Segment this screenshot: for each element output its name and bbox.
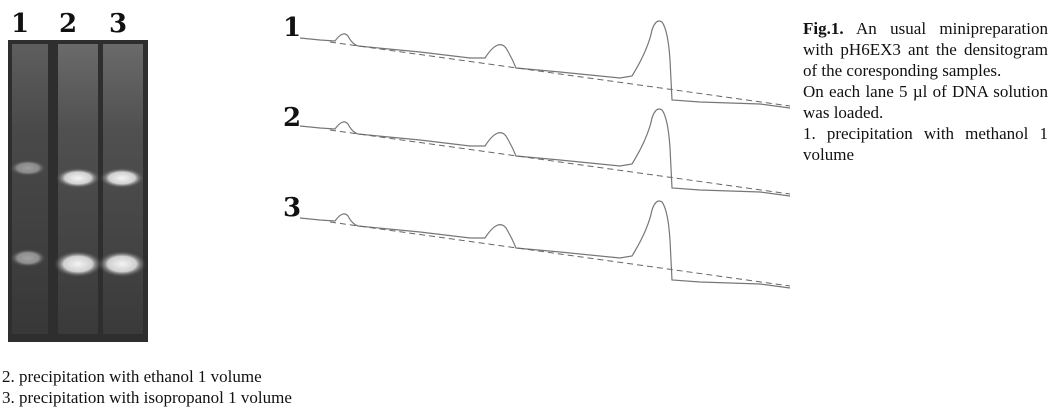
gel-lane <box>58 44 98 334</box>
trace-label: 1 <box>283 13 301 43</box>
gel-band <box>98 251 146 277</box>
caption-note: On each lane 5 µl of DNA solution was lo… <box>803 82 1048 122</box>
gel-band <box>10 160 46 176</box>
caption-paragraph: Fig.1. An usual minipreparation with pH6… <box>803 18 1048 81</box>
caption-items: 2. precipitation with ethanol 1 volume 3… <box>2 366 292 408</box>
lane-label: 1 <box>11 9 29 39</box>
trace-label: 2 <box>283 103 301 133</box>
trace <box>299 108 791 197</box>
caption: Fig.1. An usual minipreparation with pH6… <box>803 18 1048 165</box>
gel-band <box>10 249 46 267</box>
gel-lane <box>12 44 48 334</box>
caption-item: 1. precipitation with methanol 1 volume <box>803 124 1048 164</box>
trace-baseline <box>329 41 791 107</box>
trace <box>299 200 791 289</box>
caption-item: 3. precipitation with isopropanol 1 volu… <box>2 388 292 407</box>
figure-graphics: 1 2 3 1 2 3 <box>8 9 791 342</box>
trace-line <box>299 20 791 109</box>
caption-text: An usual minipreparation with pH6EX3 ant… <box>803 19 1048 80</box>
lane-label: 2 <box>59 9 77 39</box>
trace <box>299 20 791 109</box>
trace-label: 3 <box>283 193 301 223</box>
densitogram <box>299 20 791 289</box>
gel-image <box>8 40 148 342</box>
gel-band <box>54 251 102 277</box>
gel-band <box>56 168 100 188</box>
gel-lane <box>103 44 143 334</box>
caption-label: Fig.1. <box>803 19 844 38</box>
caption-item: 2. precipitation with ethanol 1 volume <box>2 367 262 386</box>
gel-band <box>100 168 144 188</box>
lane-label: 3 <box>109 9 127 39</box>
